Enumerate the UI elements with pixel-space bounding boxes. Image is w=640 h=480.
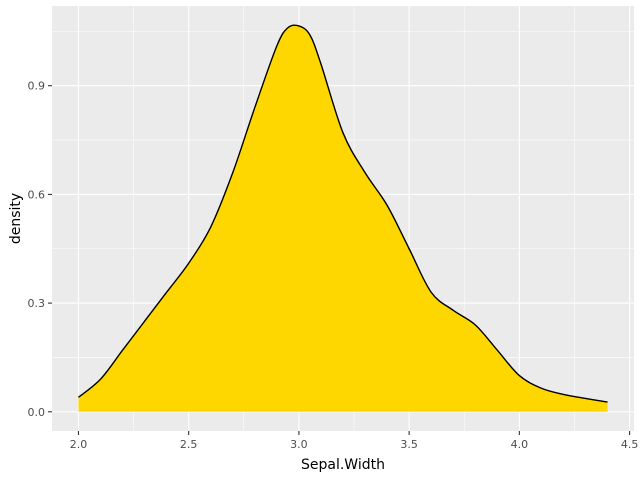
y-tick-label: 0.0	[28, 406, 46, 419]
x-axis: 2.0 2.5 3.0 3.5 4.0 4.5	[70, 431, 639, 451]
x-tick-label: 3.5	[400, 438, 418, 451]
x-tick-label: 4.0	[511, 438, 529, 451]
x-tick-label: 2.5	[180, 438, 198, 451]
x-tick-label: 4.5	[621, 438, 639, 451]
density-area	[78, 25, 608, 412]
density-line	[78, 24, 608, 403]
y-tick-label: 0.9	[28, 80, 46, 93]
x-axis-title: Sepal.Width	[301, 457, 385, 473]
y-tick-label: 0.6	[28, 188, 46, 201]
y-axis-title: density	[8, 193, 24, 244]
y-axis: 0.0 0.3 0.6 0.9	[28, 80, 52, 419]
y-tick-label: 0.3	[28, 297, 46, 310]
x-tick-label: 3.0	[290, 438, 308, 451]
x-tick-label: 2.0	[70, 438, 88, 451]
